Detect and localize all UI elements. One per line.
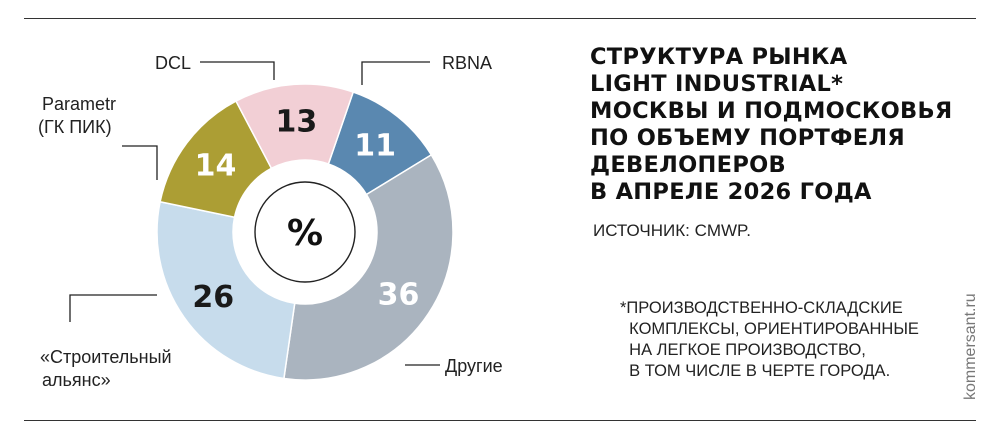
category-label-alliance: «Строительный альянс» xyxy=(40,347,172,390)
center-percent-label: % xyxy=(287,213,323,254)
chart-title: СТРУКТУРА РЫНКА LIGHT INDUSTRIAL* МОСКВЫ… xyxy=(590,44,953,205)
category-label-rbna: RBNA xyxy=(442,53,492,73)
slice-other xyxy=(283,153,454,381)
leader-line-rbna xyxy=(361,61,430,85)
category-label-dcl: DCL xyxy=(155,53,191,73)
donut-chart: 11 36 26 14 13 % RBNA DCL Другие Parametr (ГК… xyxy=(38,53,503,390)
value-label-dcl: 13 xyxy=(276,104,318,139)
value-label-parametr: 14 xyxy=(195,149,237,184)
brand-watermark: kommersant.ru xyxy=(962,293,979,400)
slice-alliance xyxy=(156,200,296,380)
leader-line-dcl xyxy=(200,61,275,80)
center-circle xyxy=(254,181,356,283)
source-note: ИСТОЧНИК: CMWP. xyxy=(593,221,751,240)
bottom-rule xyxy=(24,420,976,421)
footnote: *ПРОИЗВОДСТВЕННО-СКЛАДСКИЕ КОМПЛЕКСЫ, ОР… xyxy=(620,299,919,380)
top-rule xyxy=(24,18,976,19)
slice-dcl xyxy=(234,83,355,170)
category-label-parametr: Parametr (ГК ПИК) xyxy=(38,94,116,137)
leader-line-alliance xyxy=(69,294,157,322)
value-label-rbna: 11 xyxy=(354,129,396,164)
value-label-other: 36 xyxy=(378,278,420,313)
category-label-other: Другие xyxy=(445,356,503,376)
value-label-alliance: 26 xyxy=(192,280,234,315)
leader-line-parametr xyxy=(122,145,158,180)
